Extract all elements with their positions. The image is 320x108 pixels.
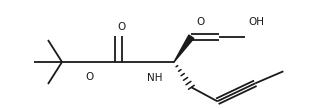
Polygon shape	[174, 35, 194, 62]
Text: O: O	[117, 22, 125, 32]
Text: NH: NH	[147, 73, 163, 83]
Text: O: O	[196, 17, 204, 27]
Text: OH: OH	[248, 17, 264, 27]
Text: O: O	[86, 72, 94, 82]
